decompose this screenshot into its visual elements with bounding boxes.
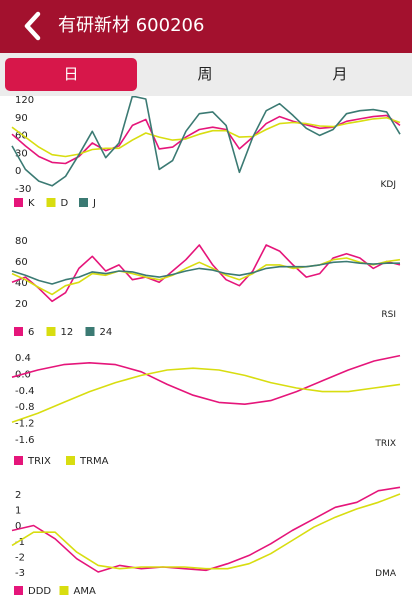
legend-swatch bbox=[14, 198, 23, 207]
tab-week[interactable]: 周 bbox=[197, 65, 213, 83]
legend-swatch bbox=[59, 586, 69, 595]
legend-swatch bbox=[66, 456, 75, 465]
legend-swatch bbox=[14, 586, 23, 595]
series-line-j bbox=[11, 96, 401, 187]
app-header: 有研新材 600206 bbox=[0, 0, 412, 53]
y-tick-label: 20 bbox=[15, 299, 28, 310]
y-tick-label: -0.8 bbox=[15, 402, 35, 413]
y-tick-label: 60 bbox=[15, 131, 28, 142]
indicator-label: DMA bbox=[375, 569, 397, 579]
y-tick-label: -3 bbox=[15, 568, 25, 579]
legend-label: K bbox=[28, 198, 35, 209]
series-line-ama bbox=[11, 493, 401, 570]
legend-swatch bbox=[14, 327, 23, 336]
legend-swatch bbox=[79, 198, 88, 207]
indicator-label: TRIX bbox=[374, 439, 396, 449]
y-tick-label: -1.2 bbox=[15, 419, 35, 430]
legend-label: 24 bbox=[100, 327, 113, 338]
y-tick-label: 0.4 bbox=[15, 353, 31, 364]
legend-label: TRIX bbox=[27, 456, 51, 467]
chart-panel-rsi: 80 60 40 20 RSI 6 12 24 bbox=[11, 236, 401, 338]
legend-label: 12 bbox=[61, 327, 74, 338]
legend-label: 6 bbox=[28, 327, 34, 338]
y-tick-label: 0 bbox=[15, 521, 21, 532]
legend-label: DDD bbox=[28, 586, 51, 597]
y-tick-label: 0 bbox=[15, 166, 21, 177]
legend-label: TRMA bbox=[79, 456, 109, 467]
series-line-24 bbox=[11, 260, 400, 285]
indicator-label: KDJ bbox=[381, 180, 397, 190]
y-tick-label: -2 bbox=[15, 552, 25, 563]
legend-label: J bbox=[92, 198, 96, 209]
y-tick-label: -1.6 bbox=[15, 435, 35, 446]
legend-label: AMA bbox=[74, 586, 96, 597]
y-tick-label: 90 bbox=[15, 113, 28, 124]
y-tick-label: -30 bbox=[15, 184, 31, 195]
y-tick-label: -1 bbox=[15, 537, 25, 548]
series-line-12 bbox=[11, 257, 401, 296]
y-tick-label: -0.4 bbox=[15, 386, 35, 397]
y-tick-label: 30 bbox=[15, 148, 28, 159]
legend-swatch bbox=[46, 327, 56, 336]
legend-swatch bbox=[14, 456, 23, 465]
page-title: 有研新材 600206 bbox=[58, 15, 205, 36]
y-tick-label: 1 bbox=[15, 506, 21, 517]
series-line-trma bbox=[11, 367, 401, 423]
legend-swatch bbox=[85, 327, 95, 336]
chart-panel-dma: 2 1 0 -1 -2 -3 DMA DDD AMA bbox=[11, 486, 401, 597]
y-tick-label: 40 bbox=[15, 278, 28, 289]
series-line-ddd bbox=[11, 486, 401, 573]
y-tick-label: 80 bbox=[15, 236, 28, 247]
y-tick-label: 2 bbox=[15, 490, 21, 501]
series-line-6 bbox=[11, 244, 401, 303]
period-tabs: 日 周 月 bbox=[0, 53, 412, 96]
series-line-trix bbox=[11, 354, 401, 406]
tab-day[interactable]: 日 bbox=[5, 58, 137, 91]
legend-label: D bbox=[61, 198, 69, 209]
indicator-label: RSI bbox=[381, 310, 396, 320]
y-tick-label: 120 bbox=[15, 96, 34, 106]
tab-month[interactable]: 月 bbox=[332, 65, 348, 83]
back-arrow-icon[interactable] bbox=[20, 10, 46, 42]
legend-swatch bbox=[46, 198, 56, 207]
y-tick-label: 60 bbox=[15, 257, 28, 268]
